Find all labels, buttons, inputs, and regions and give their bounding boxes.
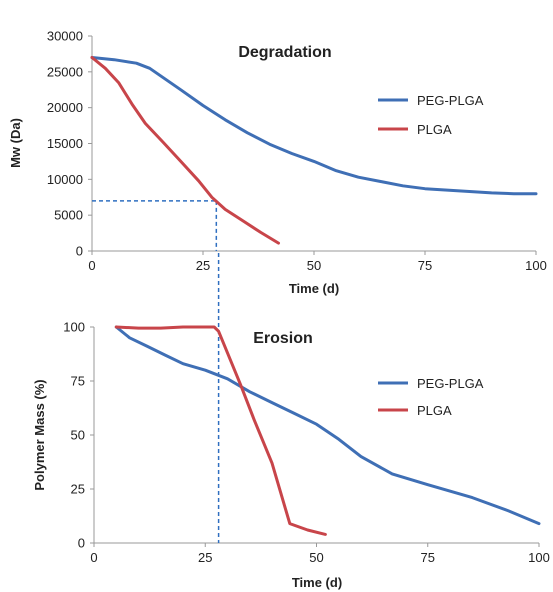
degradation-y-tick-label: 15000 [47,136,83,151]
degradation-axes: 0 5000 10000 15000 20000 25000 30000 0 25 50 75 100 [47,29,547,274]
erosion-series-plga [114,325,327,536]
erosion-x-axis-title: Time (d) [292,575,342,590]
erosion-x-tick-label: 75 [421,550,435,565]
erosion-x-tick-label: 50 [309,550,323,565]
erosion-y-tick-label: 25 [71,482,85,497]
degradation-x-tick-label: 100 [525,258,547,273]
erosion-x-tick-label: 100 [528,550,550,565]
erosion-y-axis-title: Polymer Mass (%) [32,379,47,490]
erosion-axes: 0 25 50 75 100 0 25 50 75 100 [63,320,550,566]
erosion-legend: PEG-PLGA PLGA [378,376,484,418]
degradation-y-axis-title: Mw (Da) [8,118,23,168]
erosion-y-tick-label: 100 [63,320,85,335]
erosion-x-tick-label: 0 [90,550,97,565]
erosion-y-tick-label: 75 [71,374,85,389]
degradation-y-tick-label: 0 [76,244,83,259]
degradation-y-tick-label: 20000 [47,100,83,115]
degradation-x-tick-label: 75 [418,258,432,273]
degradation-y-tick-label: 25000 [47,64,83,79]
legend-label-plga: PLGA [417,122,452,137]
legend-label-peg-plga: PEG-PLGA [417,376,484,391]
degradation-x-tick-label: 50 [307,258,321,273]
degradation-y-tick-label: 10000 [47,172,83,187]
degradation-title: Degradation [238,44,331,61]
degradation-guide-lines [92,200,218,251]
degradation-x-tick-label: 25 [196,258,210,273]
degradation-series-peg-plga [90,56,538,196]
degradation-legend: PEG-PLGA PLGA [378,93,484,137]
erosion-series [114,325,541,536]
degradation-series [90,56,538,245]
legend-label-plga: PLGA [417,403,452,418]
legend-label-peg-plga: PEG-PLGA [417,93,484,108]
erosion-y-tick-label: 50 [71,428,85,443]
degradation-x-axis-title: Time (d) [289,281,339,296]
erosion-panel: Erosion Polymer Mass (%) Time (d) 0 25 50 7… [32,253,550,590]
degradation-series-plga [90,56,280,245]
degradation-panel: Degradation Mw (Da) Time (d) 0 5000 10000 1… [8,29,547,297]
degradation-y-tick-label: 30000 [47,29,83,44]
erosion-x-tick-label: 25 [198,550,212,565]
degradation-y-tick-label: 5000 [54,208,83,223]
erosion-y-tick-label: 0 [78,536,85,551]
erosion-title: Erosion [253,330,313,347]
erosion-series-peg-plga [114,325,541,526]
degradation-x-tick-label: 0 [88,258,95,273]
